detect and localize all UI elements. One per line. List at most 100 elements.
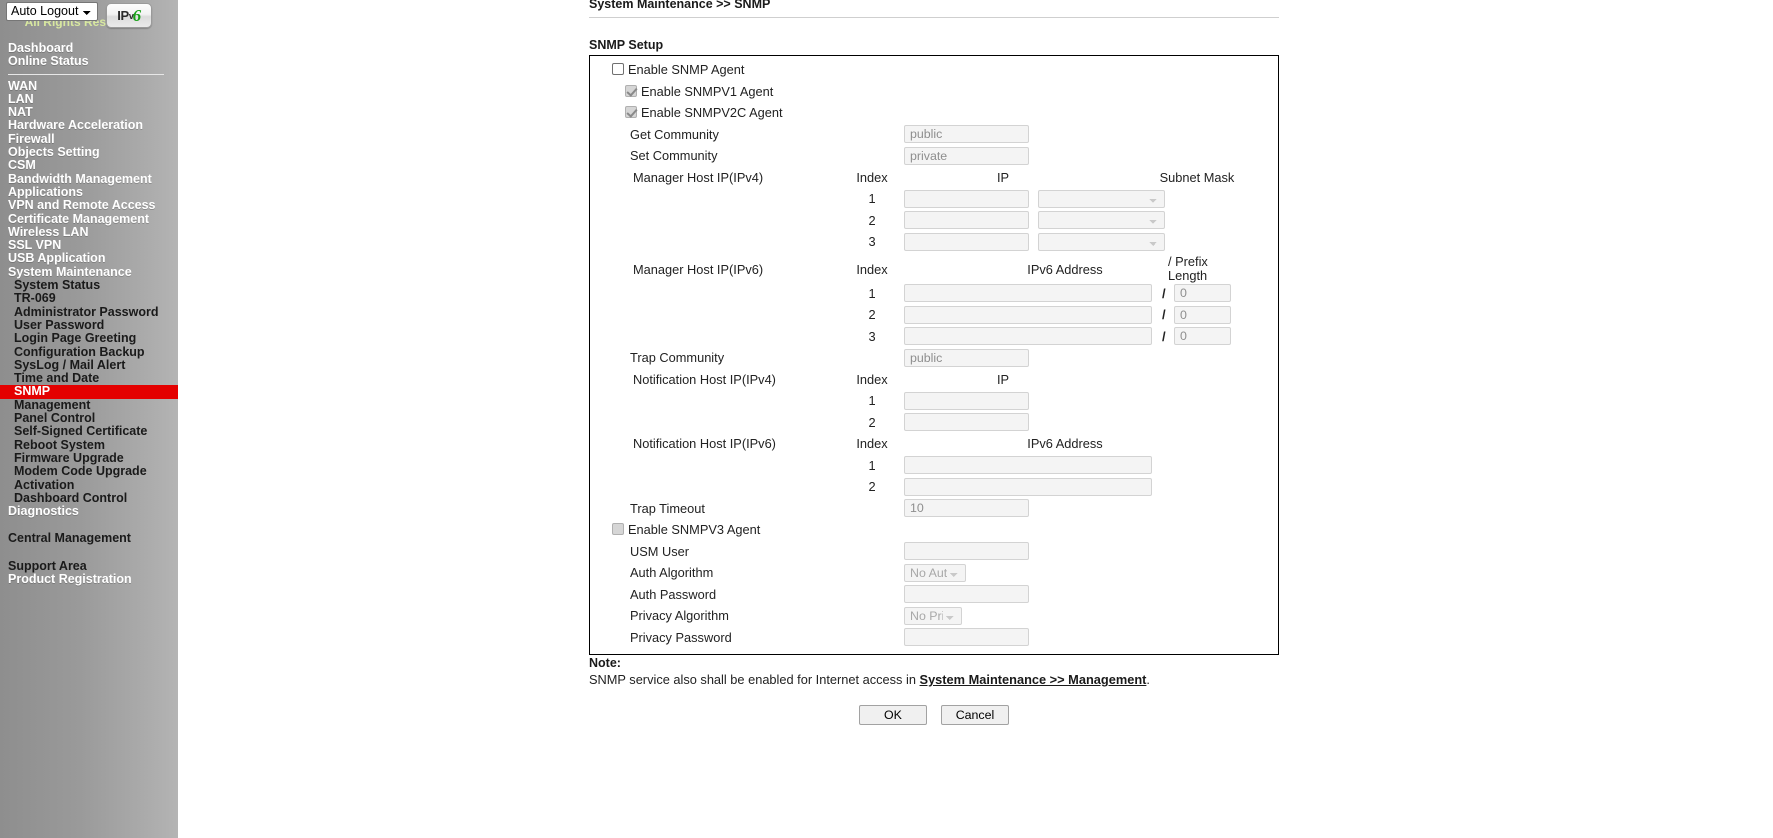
sidebar-item-diagnostics[interactable]: Diagnostics: [8, 504, 79, 519]
sidebar-item-certificate-management[interactable]: Certificate Management: [8, 211, 150, 226]
sidebar-item-snmp[interactable]: SNMP: [0, 385, 178, 399]
manager-host-ipv6-index: 3: [868, 328, 876, 344]
sidebar-item-wan[interactable]: WAN: [8, 78, 38, 93]
manager-host-ipv4-index: 1: [868, 191, 876, 207]
sidebar-item-applications[interactable]: Applications: [8, 184, 84, 199]
sidebar-item-login-page-greeting[interactable]: Login Page Greeting: [14, 331, 137, 346]
notification-host-ipv6-address-input[interactable]: [904, 456, 1152, 475]
enable-snmpv3-agent-checkbox[interactable]: [612, 523, 624, 535]
sidebar-item-ssl-vpn[interactable]: SSL VPN: [8, 238, 62, 253]
manager-host-ipv6-label: Manager Host IP(IPv6): [633, 261, 764, 277]
manager-host-ipv6-address-input[interactable]: [904, 305, 1152, 324]
note-text-before: SNMP service also shall be enabled for I…: [589, 672, 920, 687]
sidebar-item-support-area[interactable]: Support Area: [8, 558, 87, 573]
manager-host-ipv4-ip-input[interactable]: [904, 189, 1029, 208]
sidebar-item-administrator-password[interactable]: Administrator Password: [14, 304, 159, 319]
sidebar-item-system-status[interactable]: System Status: [14, 278, 101, 293]
sidebar-item-firmware-upgrade[interactable]: Firmware Upgrade: [14, 450, 124, 465]
enable-snmp-agent-checkbox[interactable]: [612, 63, 624, 75]
manager-host-ipv6-address-input[interactable]: [904, 284, 1152, 303]
sidebar-divider: [8, 73, 164, 75]
sidebar-item-tr-069[interactable]: TR-069: [14, 291, 56, 306]
privacy-password-label: Privacy Password: [630, 629, 732, 645]
ipv6-badge[interactable]: IP v 6: [106, 3, 152, 28]
notification-host-ipv4-index-header: Index: [856, 371, 888, 387]
privacy-password-input[interactable]: [904, 628, 1029, 647]
breadcrumb: System Maintenance >> SNMP: [589, 0, 771, 11]
sidebar-item-syslog-mail-alert[interactable]: SysLog / Mail Alert: [14, 357, 126, 372]
privacy-algorithm-select[interactable]: No Priv: [904, 606, 962, 625]
get-community-input[interactable]: [904, 125, 1029, 144]
sidebar-item-firewall[interactable]: Firewall: [8, 131, 55, 146]
notification-host-ipv4-ip-input[interactable]: [904, 391, 1029, 410]
manager-host-ipv6-slash: /: [1162, 307, 1166, 323]
manager-host-ipv6-prefix-input[interactable]: [1174, 284, 1231, 303]
sidebar-item-csm[interactable]: CSM: [8, 158, 36, 173]
enable-snmpv1-agent-checkbox[interactable]: [625, 84, 637, 97]
manager-host-ipv6-prefix-input[interactable]: [1174, 327, 1231, 346]
sidebar-item-time-and-date[interactable]: Time and Date: [14, 371, 100, 386]
manager-host-ipv4-mask-header: Subnet Mask: [1159, 169, 1235, 185]
usm-user-input[interactable]: [904, 542, 1029, 561]
manager-host-ipv4-ip-input[interactable]: [904, 232, 1029, 251]
sidebar-item-activation[interactable]: Activation: [14, 477, 75, 492]
sidebar-item-panel-control[interactable]: Panel Control: [14, 411, 96, 426]
manager-host-ipv4-ip-input[interactable]: [904, 211, 1029, 230]
sidebar-item-self-signed-certificate[interactable]: Self-Signed Certificate: [14, 424, 148, 439]
ipv6-badge-six: 6: [132, 5, 142, 25]
sidebar-item-modem-code-upgrade[interactable]: Modem Code Upgrade: [14, 464, 147, 479]
sidebar-item-wireless-lan[interactable]: Wireless LAN: [8, 224, 89, 239]
sidebar-topbar: Auto Logout IP v 6: [6, 2, 152, 28]
trap-timeout-label: Trap Timeout: [630, 500, 705, 516]
sidebar-item-usb-application[interactable]: USB Application: [8, 251, 106, 266]
auth-password-input[interactable]: [904, 585, 1029, 604]
ok-button[interactable]: OK: [859, 705, 927, 725]
sidebar-item-configuration-backup[interactable]: Configuration Backup: [14, 344, 145, 359]
note-text-after: .: [1146, 672, 1150, 687]
manager-host-ipv4-mask-select[interactable]: [1038, 211, 1165, 230]
auth-algorithm-select[interactable]: No Auth: [904, 563, 966, 582]
breadcrumb-divider: [589, 17, 1279, 18]
sidebar-item-vpn-and-remote-access[interactable]: VPN and Remote Access: [8, 198, 156, 213]
manager-host-ipv4-mask-select[interactable]: [1038, 189, 1165, 208]
trap-community-label: Trap Community: [630, 350, 725, 366]
sidebar-item-lan[interactable]: LAN: [8, 91, 34, 106]
trap-community-input[interactable]: [904, 348, 1029, 367]
note-link-management[interactable]: System Maintenance >> Management: [919, 672, 1147, 687]
get-community-label: Get Community: [630, 126, 719, 142]
notification-host-ipv6-index-header: Index: [856, 436, 888, 452]
manager-host-ipv6-slash: /: [1162, 328, 1166, 344]
notification-host-ipv6-address-input[interactable]: [904, 477, 1152, 496]
sidebar-item-system-maintenance[interactable]: System Maintenance: [8, 264, 132, 279]
sidebar-item-management[interactable]: Management: [14, 397, 91, 412]
ipv6-badge-prefix: IP: [117, 8, 129, 23]
sidebar-item-user-password[interactable]: User Password: [14, 317, 105, 332]
auth-password-label: Auth Password: [630, 586, 717, 602]
notification-host-ipv4-label: Notification Host IP(IPv4): [633, 371, 776, 387]
set-community-input[interactable]: [904, 146, 1029, 165]
sidebar-item-dashboard[interactable]: Dashboard: [8, 41, 74, 55]
auto-logout-select[interactable]: Auto Logout: [6, 2, 98, 21]
sidebar-item-online-status[interactable]: Online Status: [8, 54, 89, 69]
manager-host-ipv6-slash: /: [1162, 285, 1166, 301]
sidebar-item-hardware-acceleration[interactable]: Hardware Acceleration: [8, 118, 144, 133]
manager-host-ipv6-index-header: Index: [856, 261, 888, 277]
sidebar-spacer: [0, 546, 178, 560]
sidebar-item-product-registration[interactable]: Product Registration: [8, 571, 132, 586]
snmp-setup-panel: Enable SNMP Agent Enable SNMPV1 Agent Enab…: [589, 55, 1279, 655]
sidebar-item-objects-setting[interactable]: Objects Setting: [8, 145, 100, 160]
sidebar-item-bandwidth-management[interactable]: Bandwidth Management: [8, 171, 152, 186]
trap-timeout-input[interactable]: [904, 499, 1029, 518]
manager-host-ipv4-mask-select[interactable]: [1038, 232, 1165, 251]
notification-host-ipv4-ip-header: IP: [996, 371, 1010, 387]
sidebar-item-nat[interactable]: NAT: [8, 105, 33, 120]
sidebar-item-reboot-system[interactable]: Reboot System: [14, 437, 105, 452]
notification-host-ipv4-ip-input[interactable]: [904, 413, 1029, 432]
cancel-button[interactable]: Cancel: [941, 705, 1009, 725]
manager-host-ipv6-prefix-input[interactable]: [1174, 305, 1231, 324]
enable-snmpv2c-agent-checkbox[interactable]: [625, 106, 637, 118]
sidebar-item-central-management[interactable]: Central Management: [8, 531, 131, 546]
sidebar-spacer: [0, 518, 178, 532]
sidebar-item-dashboard-control[interactable]: Dashboard Control: [14, 490, 128, 505]
manager-host-ipv6-address-input[interactable]: [904, 327, 1152, 346]
